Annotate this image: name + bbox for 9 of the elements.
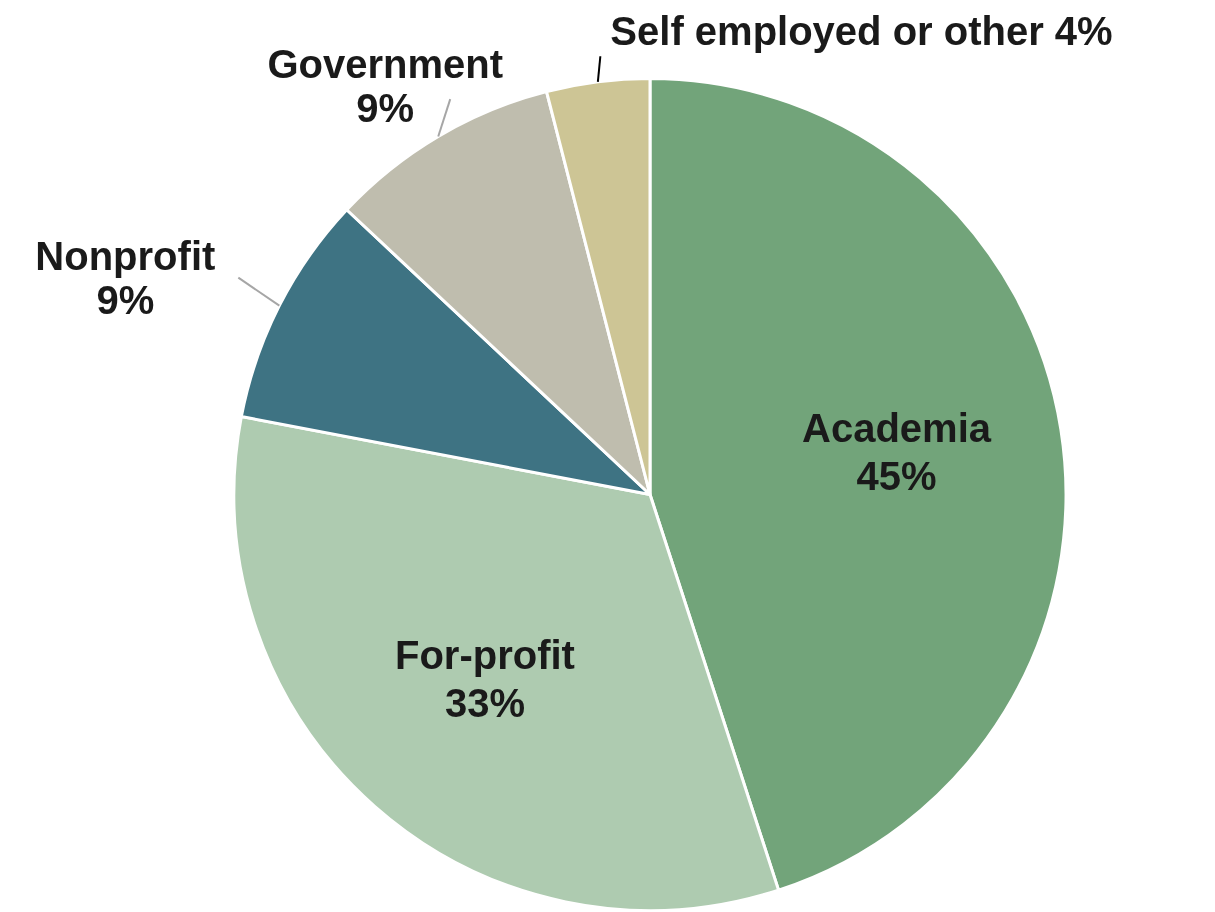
data-label: 33% [444,680,525,725]
slice-label: Nonprofit [35,233,216,278]
slice-label: Self employed or other 4% [610,9,1113,54]
slice-label: Academia [802,406,992,451]
data-label: 9% [356,86,415,131]
slice-label: Government [267,42,504,87]
data-label: 9% [96,277,155,322]
data-label: 45% [856,454,937,499]
slice-label: For-profit [394,632,575,677]
